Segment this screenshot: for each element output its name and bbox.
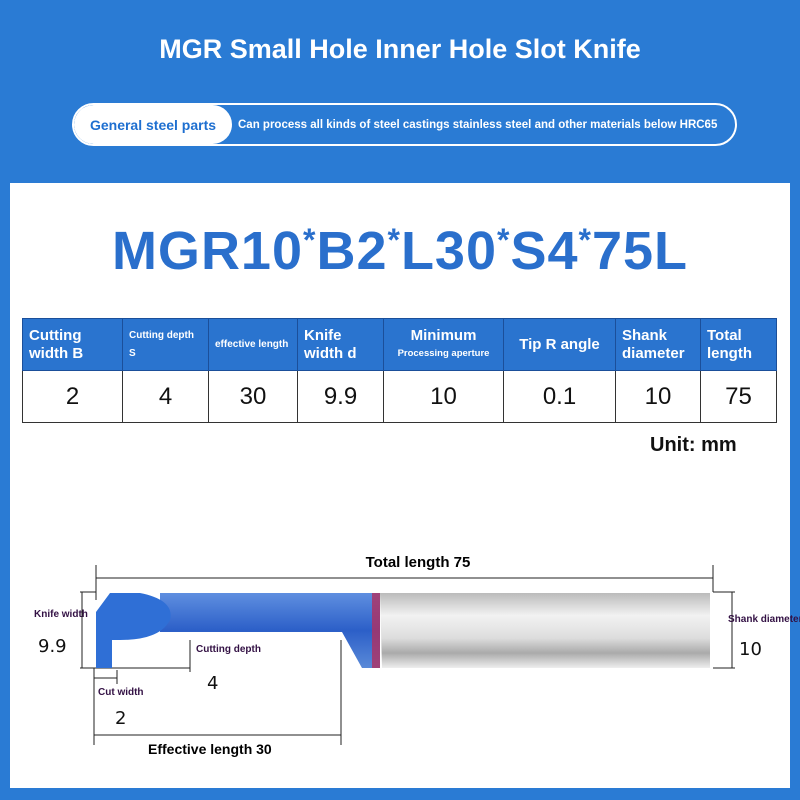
- cut-width-label: Cut width: [98, 687, 144, 698]
- spec-card: [10, 183, 790, 788]
- knife-width-label: Knife width: [34, 609, 88, 620]
- total-length-label: Total length 75: [366, 554, 471, 571]
- material-banner: General steel parts Can process all kind…: [72, 103, 737, 146]
- shank-label: Shank diameter: [728, 614, 800, 625]
- cutting-depth-value: 4: [207, 673, 218, 694]
- neck: [160, 593, 380, 668]
- spec-table: Cutting width B Cutting depth S effectiv…: [22, 318, 777, 423]
- shank: [380, 593, 710, 668]
- table-header-row: Cutting width B Cutting depth S effectiv…: [22, 318, 777, 371]
- model-code: MGR10*B2*L30*S4*75L: [111, 221, 689, 281]
- banner-label: General steel parts: [74, 105, 232, 144]
- cutting-depth-label: Cutting depth: [196, 644, 261, 655]
- unit-label: Unit: mm: [650, 434, 737, 456]
- blade-tip: [96, 593, 171, 668]
- cut-width-value: 2: [115, 708, 126, 729]
- knife-width-value: 9.9: [38, 636, 67, 657]
- page-title: MGR Small Hole Inner Hole Slot Knife: [159, 34, 641, 64]
- banner-text: Can process all kinds of steel castings …: [238, 118, 718, 131]
- effective-length-label: Effective length 30: [148, 741, 272, 757]
- shank-value: 10: [739, 639, 762, 660]
